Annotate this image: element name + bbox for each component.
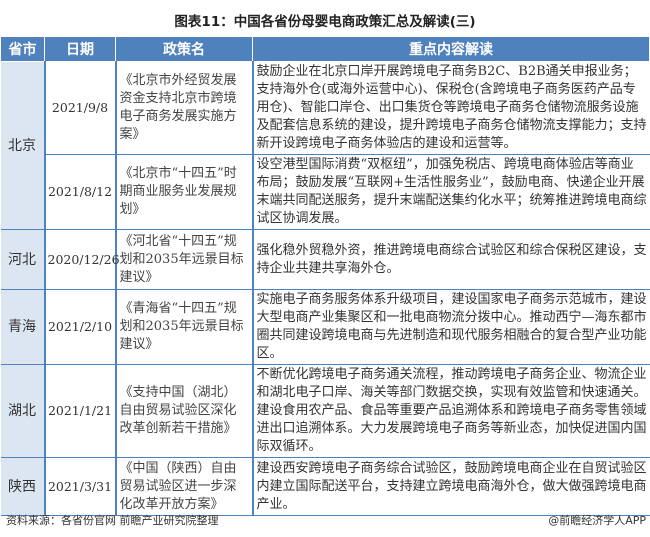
- table-row: 陕西 2021/3/31 《中国（陕西）自由贸易试验区进一步深化改革开放方案》 …: [0, 457, 650, 516]
- content-cell: 设空港型国际消费“双枢纽”，加强免税店、跨境电商体验店等商业布局；鼓励发展“互联…: [251, 154, 650, 230]
- content-cell: 实施电子商务服务体系升级项目，建设国家电子商务示范城市，建设大型电商产业集聚区和…: [251, 289, 650, 365]
- province-cell: 青海: [0, 289, 46, 365]
- table-row: 北京 2021/9/8 《北京市外经贸发展资金支持北京市跨境电子商务发展实施方案…: [0, 61, 650, 230]
- header-date: 日期: [44, 37, 116, 62]
- policy-cell: 《河北省“十四五”规划和2035年远景目标建议》: [114, 229, 254, 290]
- date-cell: 2021/3/31: [43, 457, 117, 516]
- date-cell: 2021/2/10: [43, 289, 117, 365]
- policy-cell: 《北京市“十四五”时期商业服务业发展规划》: [114, 154, 254, 230]
- province-cell: 河北: [0, 229, 46, 290]
- province-cell: 北京: [0, 61, 46, 230]
- credit-note: @前瞻经济学人APP: [548, 514, 646, 527]
- policy-cell: 《支持中国（湖北）自由贸易试验区深化改革创新若干措施》: [114, 364, 254, 458]
- date-cell: 2021/1/21: [43, 364, 117, 458]
- header-province: 省市: [0, 37, 45, 62]
- table-title: 图表11：中国各省份母婴电商政策汇总及解读(三): [174, 14, 476, 30]
- policy-table: 省市 日期 政策名 重点内容解读 北京 2021/9/8 《北京市外经贸发展资金…: [0, 37, 650, 516]
- content-cell: 强化稳外贸稳外资，推进跨境电商综合试验区和综合保税区建设，支持企业共建共享海外仓…: [251, 229, 650, 290]
- table-row: 2021/8/12 《北京市“十四五”时期商业服务业发展规划》 设空港型国际消费…: [1, 154, 650, 230]
- header-content: 重点内容解读: [252, 37, 650, 62]
- policy-cell: 《青海省“十四五”规划和2035年远景目标建议》: [114, 289, 254, 365]
- policy-cell: 《北京市外经贸发展资金支持北京市跨境电子商务发展实施方案》: [114, 61, 254, 155]
- content-cell: 不断优化跨境电子商务通关流程，推动跨境电子商务企业、物流企业和湖北电子口岸、海关…: [251, 364, 650, 458]
- date-cell: 2020/12/26: [43, 229, 120, 290]
- source-note: 资料来源：各省份官网 前瞻产业研究院整理: [6, 514, 219, 527]
- date-cell: 2021/8/12: [43, 154, 117, 230]
- header-policy: 政策名: [115, 37, 253, 62]
- date-cell: 2021/9/8: [43, 61, 117, 155]
- policy-cell: 《中国（陕西）自由贸易试验区进一步深化改革开放方案》: [114, 457, 254, 516]
- table-row: 河北 2020/12/26 《河北省“十四五”规划和2035年远景目标建议》 强…: [0, 229, 650, 290]
- table-row: 湖北 2021/1/21 《支持中国（湖北）自由贸易试验区深化改革创新若干措施》…: [0, 364, 650, 458]
- province-cell: 湖北: [0, 364, 46, 458]
- content-cell: 鼓励企业在北京口岸开展跨境电子商务B2C、B2B通关申报业务；支持海外仓(或海外…: [251, 61, 650, 155]
- content-cell: 建设西安跨境电子商务综合试验区，鼓励跨境电商企业在自贸试验区内建立国际配送平台，…: [251, 457, 650, 516]
- province-cell: 陕西: [0, 457, 46, 516]
- header-row: 省市 日期 政策名 重点内容解读: [0, 37, 650, 62]
- table-row: 青海 2021/2/10 《青海省“十四五”规划和2035年远景目标建议》 实施…: [0, 289, 650, 365]
